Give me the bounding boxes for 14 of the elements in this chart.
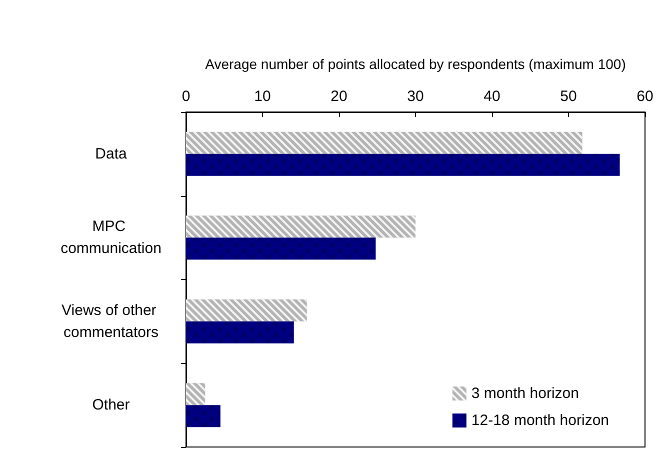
x-tick-label: 10 bbox=[254, 88, 271, 105]
x-tick-label: 0 bbox=[182, 88, 190, 105]
x-tick-label: 40 bbox=[484, 88, 500, 105]
y-tick-label: Views of other commentators bbox=[62, 302, 160, 341]
x-tick-label: 30 bbox=[407, 88, 424, 105]
legend-label: 12-18 month horizon bbox=[471, 412, 610, 429]
x-tick-label: 60 bbox=[636, 88, 654, 105]
y-tick-label: Other bbox=[92, 396, 130, 414]
y-tick-label: Data bbox=[95, 145, 128, 162]
legend-label: 3 month horizon bbox=[471, 385, 579, 402]
x-axis-title: Average number of points allocated by respondents (maximum 100) bbox=[205, 56, 626, 72]
x-tick-label: 50 bbox=[560, 88, 577, 105]
x-tick-label: 20 bbox=[330, 88, 348, 105]
y-tick-label: MPC communication bbox=[60, 218, 162, 258]
